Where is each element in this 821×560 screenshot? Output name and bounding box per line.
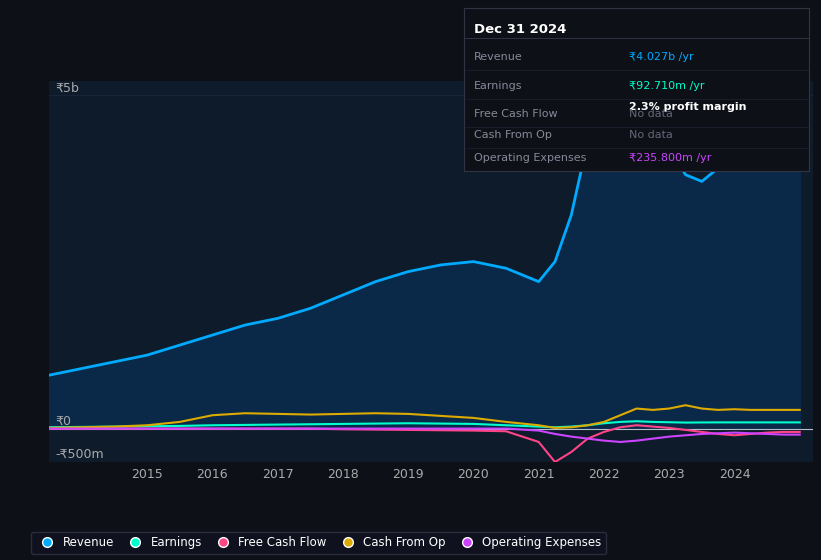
Text: Free Cash Flow: Free Cash Flow (475, 109, 557, 119)
Text: No data: No data (630, 130, 673, 140)
Text: 2.3% profit margin: 2.3% profit margin (630, 102, 747, 113)
Text: ₹92.710m /yr: ₹92.710m /yr (630, 81, 705, 91)
Text: No data: No data (630, 109, 673, 119)
Text: Earnings: Earnings (475, 81, 523, 91)
Text: -₹500m: -₹500m (56, 449, 104, 461)
Text: ₹0: ₹0 (56, 415, 71, 428)
Legend: Revenue, Earnings, Free Cash Flow, Cash From Op, Operating Expenses: Revenue, Earnings, Free Cash Flow, Cash … (30, 531, 607, 554)
Text: Operating Expenses: Operating Expenses (475, 153, 586, 163)
Text: Cash From Op: Cash From Op (475, 130, 552, 140)
Text: ₹4.027b /yr: ₹4.027b /yr (630, 52, 694, 62)
Text: Dec 31 2024: Dec 31 2024 (475, 23, 566, 36)
Text: ₹5b: ₹5b (56, 82, 80, 95)
Text: Revenue: Revenue (475, 52, 523, 62)
Text: ₹235.800m /yr: ₹235.800m /yr (630, 153, 712, 163)
